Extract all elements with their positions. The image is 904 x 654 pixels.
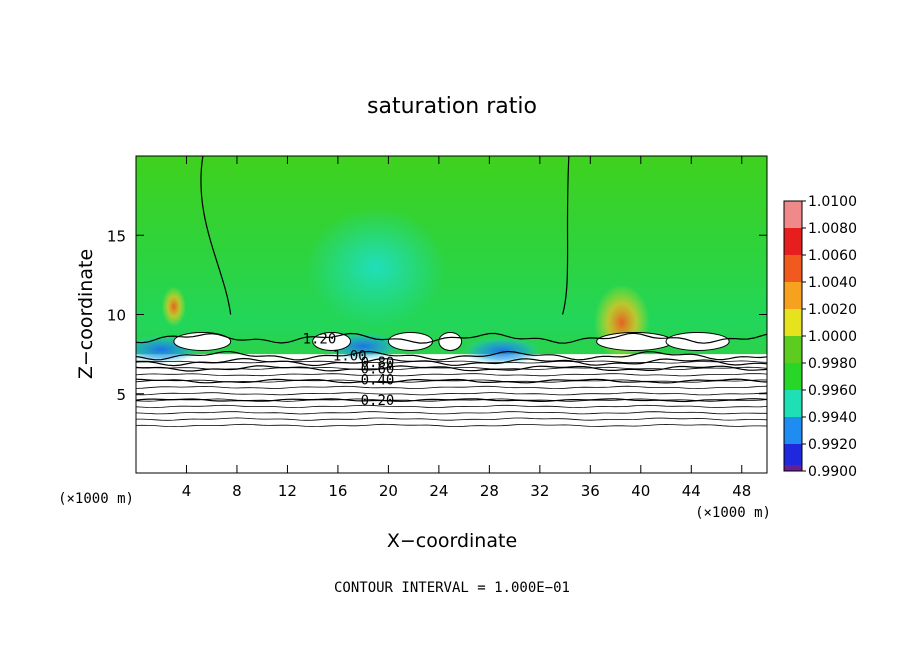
colorbar-swatch — [784, 201, 802, 228]
saturated-region — [136, 156, 767, 355]
cloud-patch — [438, 331, 463, 351]
contour-line — [136, 404, 767, 409]
colorbar-label: 0.9960 — [808, 383, 857, 399]
contour-line — [136, 350, 767, 361]
x-axis: 4 8 12 16 20 24 28 32 36 40 44 48 — [182, 156, 751, 500]
x-unit-label: (×1000 m) — [695, 505, 771, 521]
contour-line — [136, 373, 767, 377]
contour-line — [136, 398, 767, 402]
x-tick-label: 32 — [530, 482, 549, 500]
contour-label: 0.60 — [361, 361, 395, 377]
x-tick-label: 4 — [182, 482, 192, 500]
contour-label: 0.80 — [361, 355, 395, 371]
contour-line — [136, 360, 767, 364]
contour-line — [136, 365, 767, 372]
colorbar-swatch — [784, 255, 802, 282]
contour-label: 0.20 — [361, 393, 395, 409]
colorbar-label: 1.0080 — [808, 221, 857, 237]
contour-line — [136, 392, 767, 396]
x-tick-label: 40 — [631, 482, 650, 500]
contour-label: 1.20 — [303, 331, 337, 347]
field-feature — [305, 206, 446, 327]
colorbar-swatch — [784, 309, 802, 336]
field-feature — [161, 286, 186, 327]
colorbar-label: 0.9920 — [808, 437, 857, 453]
y-tick-label: 5 — [116, 386, 126, 404]
colorbar-swatch — [784, 228, 802, 255]
y-tick-label: 15 — [107, 227, 126, 245]
contour-label: 0.40 — [361, 372, 395, 388]
cloud-patch — [665, 331, 730, 351]
x-tick-label: 36 — [581, 482, 600, 500]
colorbar-label: 0.9900 — [808, 464, 857, 480]
colorbar-swatch — [784, 363, 802, 390]
colorbar-label: 1.0100 — [808, 194, 857, 210]
colorbar-label: 1.0040 — [808, 275, 857, 291]
colorbar-label: 0.9980 — [808, 356, 857, 372]
x-tick-label: 12 — [278, 482, 297, 500]
contour-line — [200, 156, 232, 315]
contour-line — [136, 379, 767, 383]
colorbar-label: 1.0000 — [808, 329, 857, 345]
colorbar: 1.0100 1.0080 1.0060 1.0040 1.0020 1.0000 0.99… — [783, 194, 857, 480]
contour-line — [136, 378, 767, 384]
x-tick-label: 28 — [480, 482, 499, 500]
contour-line — [136, 357, 767, 367]
x-axis-label: X−coordinate — [387, 530, 517, 552]
colorbar-swatch — [784, 336, 802, 363]
field-feature — [461, 336, 542, 365]
x-tick-label: 16 — [328, 482, 347, 500]
colorbar-label: 1.0060 — [808, 248, 857, 264]
colorbar-swatch — [784, 444, 802, 471]
contour-line — [136, 411, 767, 415]
colorbar-swatch — [784, 390, 802, 417]
contour-line — [136, 332, 767, 344]
x-tick-label: 8 — [232, 482, 242, 500]
colorbar-label: 1.0020 — [808, 302, 857, 318]
colorbar-swatch — [784, 465, 802, 471]
contour-interval-footer: CONTOUR INTERVAL = 1.000E−01 — [334, 580, 570, 596]
x-tick-label: 24 — [429, 482, 448, 500]
chart-title: saturation ratio — [367, 94, 537, 119]
colorbar-label: 0.9940 — [808, 410, 857, 426]
colorbar-swatch — [784, 417, 802, 444]
y-axis: 5 10 15 — [107, 227, 767, 404]
contour-label: 1.00 — [333, 349, 367, 365]
contour-line — [136, 385, 767, 390]
contour-line — [136, 423, 767, 428]
x-tick-label: 20 — [379, 482, 398, 500]
contour-line — [136, 417, 767, 421]
y-axis-label: Z−coordinate — [75, 249, 97, 379]
colorbar-swatch — [784, 282, 802, 309]
cloud-patch — [596, 331, 673, 351]
contour-line — [136, 366, 767, 370]
x-tick-label: 48 — [732, 482, 751, 500]
plot-area: 0.20 0.400.600.801.00 1.20 — [136, 156, 767, 428]
contour-line — [561, 156, 570, 315]
x-tick-label: 44 — [682, 482, 701, 500]
y-tick-label: 10 — [107, 307, 126, 325]
y-unit-label: (×1000 m) — [58, 491, 134, 507]
